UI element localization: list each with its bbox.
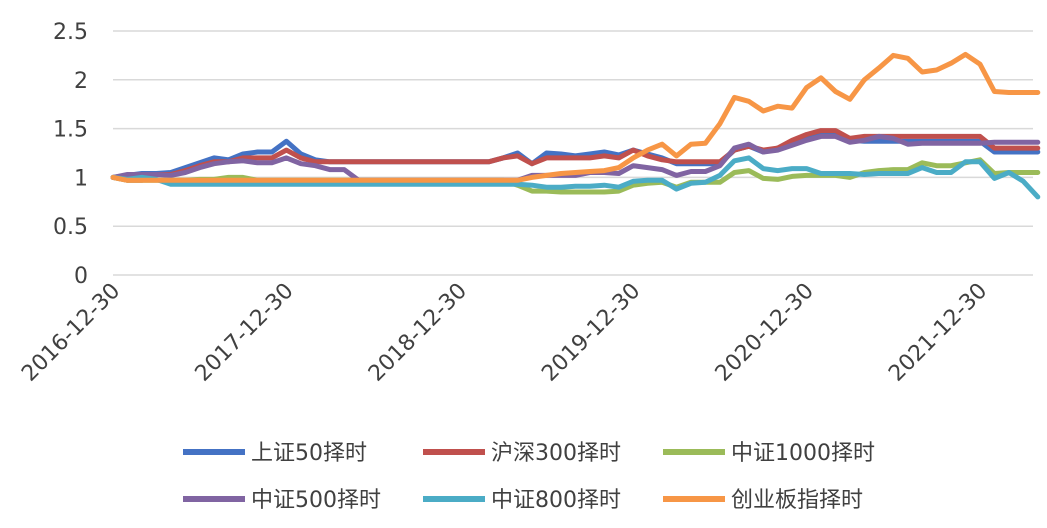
x-tick-label: 2020-12-30 (711, 279, 819, 387)
y-tick-label: 0.5 (53, 215, 88, 240)
legend-label: 中证1000择时 (731, 441, 875, 466)
x-tick-label: 2019-12-30 (537, 279, 645, 387)
y-tick-label: 1.5 (53, 118, 88, 143)
legend-label: 上证50择时 (251, 441, 367, 466)
x-tick-label: 2018-12-30 (364, 279, 472, 387)
y-axis-ticks: 0 0.5 1 1.5 2 2.5 (53, 20, 88, 289)
y-tick-label: 2 (74, 69, 88, 94)
series-lines (110, 51, 1041, 200)
y-tick-label: 1 (74, 166, 88, 191)
series-line (110, 133, 1041, 183)
legend-label: 创业板指择时 (731, 488, 863, 513)
x-tick-label: 2017-12-30 (191, 279, 299, 387)
x-axis-ticks: 2016-12-30 2017-12-30 2018-12-30 2019-12-30… (17, 279, 992, 387)
y-tick-label: 2.5 (53, 20, 88, 45)
series-line (110, 155, 1041, 200)
y-tick-label: 0 (74, 264, 88, 289)
legend-label: 沪深300择时 (491, 441, 621, 466)
legend-label: 中证800择时 (491, 488, 621, 513)
series-line (110, 51, 1041, 183)
x-tick-label: 2021-12-30 (884, 279, 992, 387)
x-tick-label: 2016-12-30 (17, 279, 125, 387)
legend-label: 中证500择时 (251, 488, 381, 513)
